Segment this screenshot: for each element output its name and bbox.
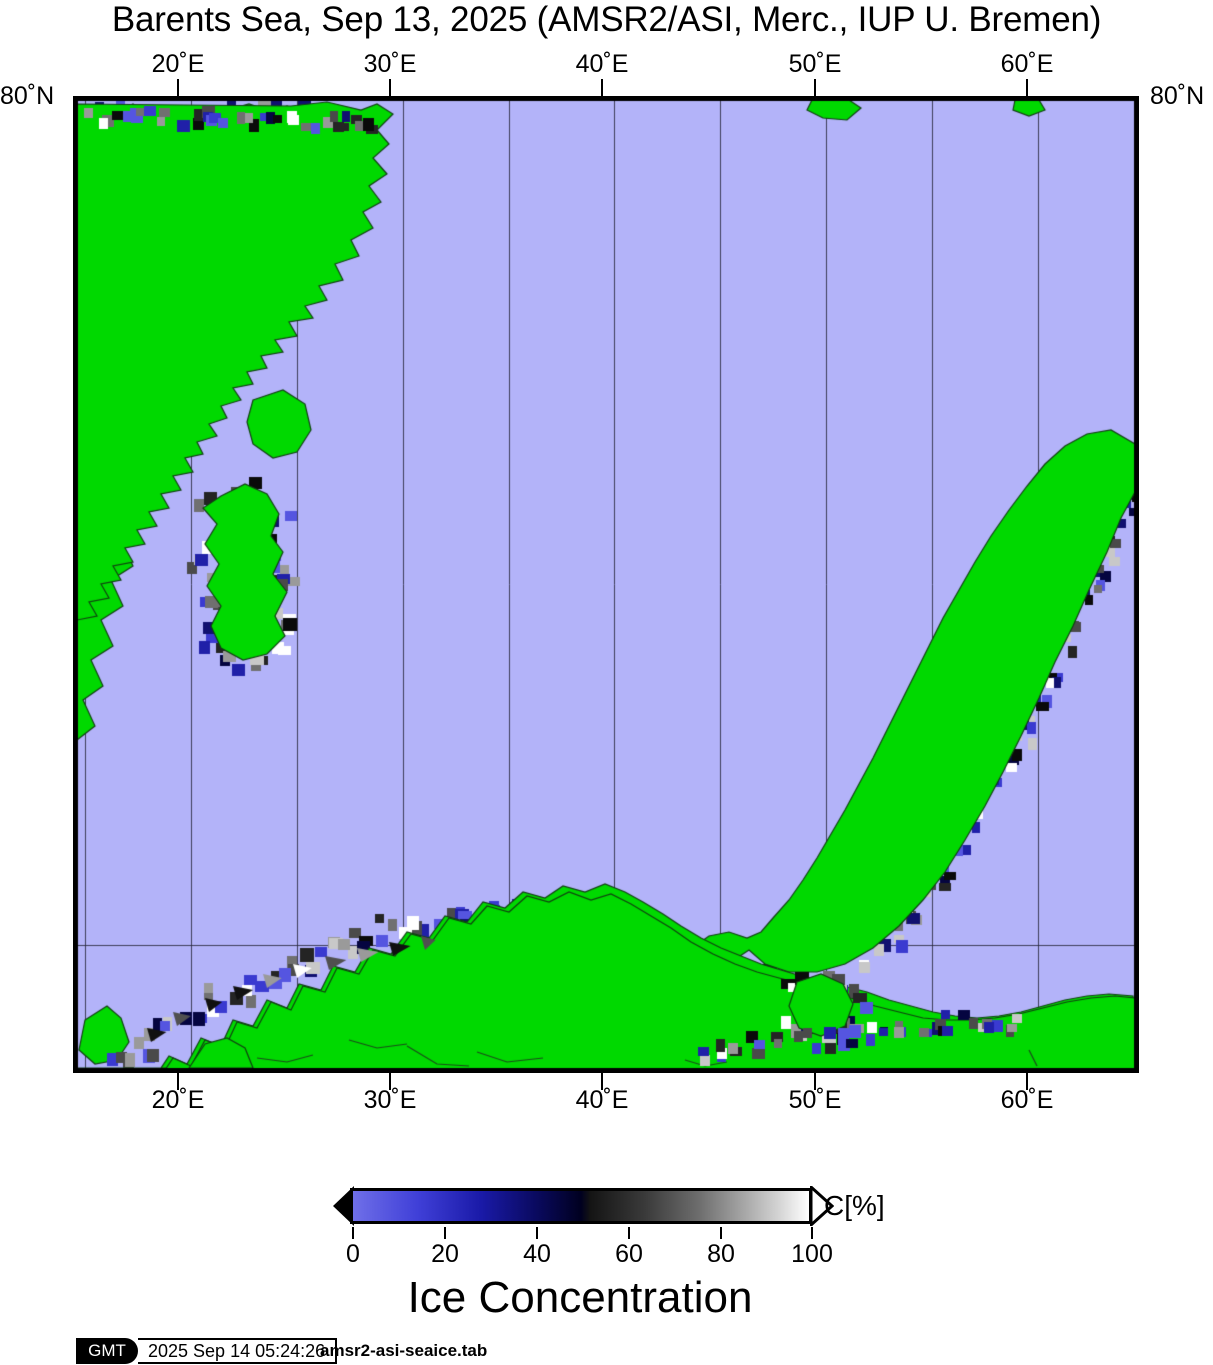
colorbar-tick-80	[720, 1227, 722, 1239]
sea-ice-raster	[77, 100, 1135, 1069]
tick-bottom-60e	[1026, 1073, 1028, 1090]
tick-bottom-40e	[601, 1073, 603, 1090]
lon-label-top-20e: 20˚E	[151, 50, 205, 78]
colorbar-tick-0	[352, 1227, 354, 1239]
tick-top-30e	[389, 79, 391, 96]
colorbar-label-40: 40	[523, 1240, 551, 1268]
footer-filename: amsr2-asi-seaice.tab	[320, 1341, 488, 1360]
colorbar-tick-40	[536, 1227, 538, 1239]
map-plot-area[interactable]	[73, 96, 1139, 1073]
lat-label-right: 80˚N	[1150, 82, 1205, 110]
lon-label-bottom-50e: 50˚E	[788, 1086, 842, 1114]
lon-label-bottom-60e: 60˚E	[1000, 1086, 1054, 1114]
colorbar-label-100: 100	[791, 1240, 833, 1268]
lon-label-bottom-40e: 40˚E	[575, 1086, 629, 1114]
lon-label-top-30e: 30˚E	[363, 50, 417, 78]
lon-label-bottom-20e: 20˚E	[151, 1086, 205, 1114]
colorbar-tick-60	[628, 1227, 630, 1239]
lat-label-left: 80˚N	[0, 82, 55, 110]
colorbar-tick-20	[444, 1227, 446, 1239]
colorbar-gradient	[353, 1191, 809, 1221]
colorbar-left-arrow-icon	[333, 1186, 354, 1226]
lon-label-top-60e: 60˚E	[1000, 50, 1054, 78]
footer-timestamp: 2025 Sep 14 05:24:26	[138, 1338, 338, 1364]
tick-top-60e	[1026, 79, 1028, 96]
tick-top-40e	[601, 79, 603, 96]
gmt-logo: GMT	[76, 1338, 138, 1364]
colorbar-ramp	[350, 1188, 812, 1224]
lon-label-bottom-30e: 30˚E	[363, 1086, 417, 1114]
tick-top-20e	[177, 79, 179, 96]
tick-bottom-20e	[177, 1073, 179, 1090]
colorbar-label-80: 80	[707, 1240, 735, 1268]
page-title: Barents Sea, Sep 13, 2025 (AMSR2/ASI, Me…	[111, 0, 1102, 39]
tick-bottom-30e	[389, 1073, 391, 1090]
colorbar-label-20: 20	[431, 1240, 459, 1268]
tick-top-50e	[814, 79, 816, 96]
colorbar-label-60: 60	[615, 1240, 643, 1268]
lon-label-top-40e: 40˚E	[575, 50, 629, 78]
colorbar-label-0: 0	[346, 1240, 360, 1268]
tick-bottom-50e	[814, 1073, 816, 1090]
lon-label-top-50e: 50˚E	[788, 50, 842, 78]
colorbar-unit-label: C[%]	[824, 1190, 885, 1221]
colorbar-caption: Ice Concentration	[407, 1273, 753, 1322]
colorbar-tick-100	[811, 1227, 813, 1239]
